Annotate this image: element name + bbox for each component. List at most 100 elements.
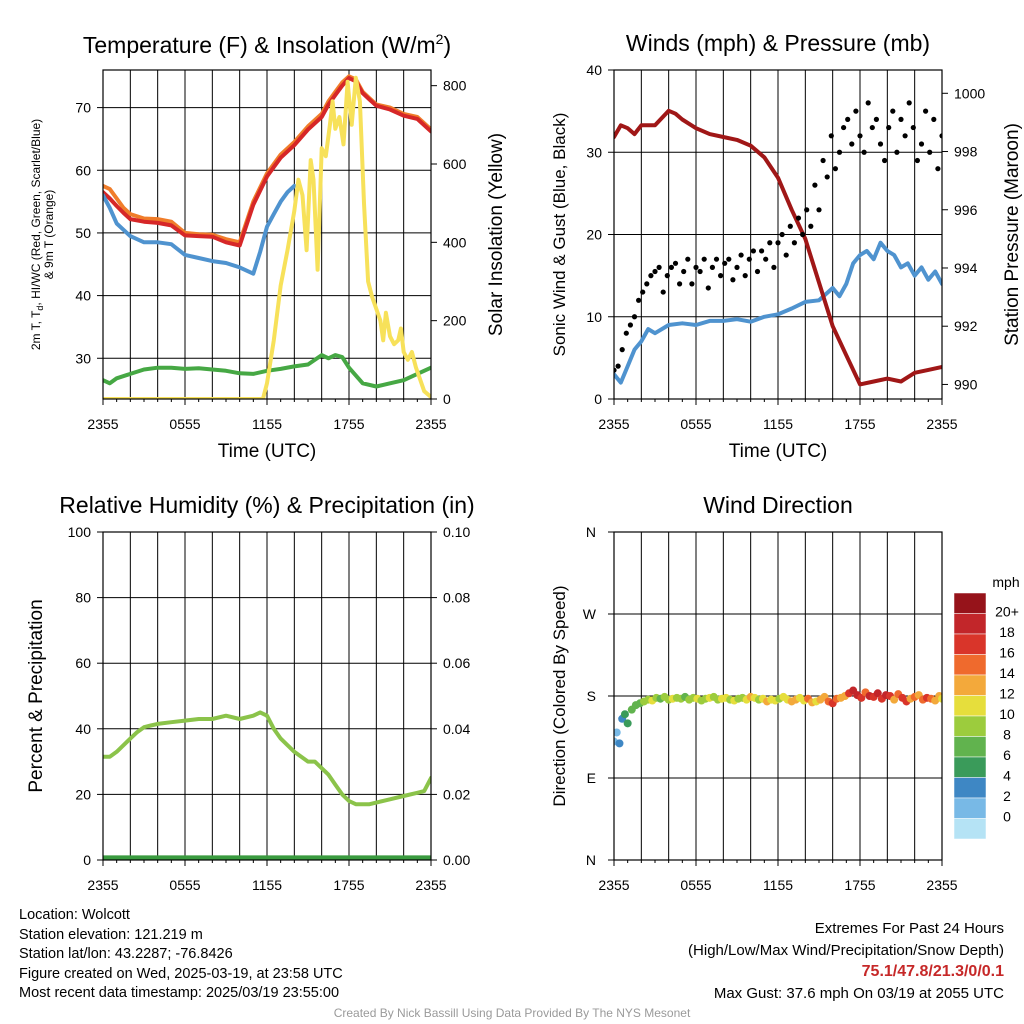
speed-legend-swatch	[953, 654, 987, 676]
x-tick-label: 2355	[926, 877, 957, 893]
x-tick-label: 1755	[844, 416, 875, 432]
y-tick-label: 0	[594, 391, 602, 407]
series-line-0	[103, 710, 431, 807]
x-tick-label: 2355	[415, 416, 446, 432]
gust-point	[886, 124, 892, 131]
y-tick-label: S	[587, 688, 596, 704]
gust-point	[722, 260, 728, 266]
direction-point	[938, 694, 942, 703]
gust-point	[693, 264, 699, 270]
gust-point	[882, 157, 888, 164]
y2-tick-label: 0.04	[443, 721, 470, 737]
gust-point	[713, 256, 720, 262]
y-axis-label-part: 2m T, T	[29, 310, 43, 350]
gust-point	[672, 260, 679, 266]
speed-legend-swatch	[953, 818, 987, 840]
series-line-4	[103, 75, 431, 399]
speed-legend-swatch	[953, 592, 987, 614]
speed-legend-swatch	[953, 613, 987, 635]
max-gust-text: Max Gust: 37.6 mph On 03/19 at 2055 UTC	[713, 984, 1004, 1002]
y-tick-label: 0	[83, 852, 91, 868]
x-tick-label: 0555	[169, 416, 200, 432]
speed-legend: mph 20+ 18 16 14 12 10 8 6 4 2 0	[953, 574, 1020, 840]
gust-point	[795, 215, 802, 221]
gust-point	[832, 166, 839, 172]
x-axis-label: Time (UTC)	[218, 441, 317, 462]
gust-point	[709, 264, 716, 270]
gust-point	[767, 240, 773, 246]
speed-legend-label: 18	[999, 624, 1015, 640]
speed-legend-swatch	[953, 633, 987, 655]
speed-legend-swatch	[953, 777, 987, 799]
y-axis-label: 2m T, Td, HI/WC (Red, Green, Scarlet/Blu…	[29, 119, 45, 350]
speed-legend-label: 2	[1003, 788, 1011, 804]
speed-legend-label: 4	[1003, 768, 1011, 784]
y-axis-label-subscript: d	[35, 306, 45, 311]
plot-frame	[102, 69, 432, 400]
gust-point	[910, 124, 916, 131]
x-axis-label: Time (UTC)	[729, 441, 828, 462]
gust-point	[906, 100, 912, 106]
y2-tick-label: 992	[954, 318, 978, 334]
direction-point	[615, 739, 624, 748]
direction-point	[873, 689, 882, 698]
plot-area	[103, 74, 431, 399]
y2-tick-label: 600	[443, 156, 467, 172]
y-tick-label: N	[586, 524, 596, 540]
panel-winds: Winds (mph) & Pressure (mb) 2355 0555 1155 1…	[550, 30, 1023, 462]
gust-point	[816, 207, 822, 213]
gust-point	[923, 108, 929, 114]
gust-point	[734, 264, 740, 270]
y-axis-label-line2: & 9m T (Orange)	[42, 190, 56, 280]
y-tick-label: 40	[586, 62, 602, 78]
gust-point	[857, 133, 863, 139]
gust-point	[763, 256, 769, 262]
recent-data-text: Most recent data timestamp: 2025/03/19 2…	[19, 985, 340, 1002]
gust-point	[726, 256, 732, 262]
gust-point	[820, 157, 826, 164]
x-tick-label: 0555	[169, 877, 200, 893]
gust-point	[614, 367, 617, 373]
x-tick-label: 2355	[598, 877, 629, 893]
gust-point	[824, 174, 830, 180]
y-axis-label: Direction (Colored By Speed)	[550, 585, 569, 806]
extremes-panel: Extremes For Past 24 Hours (High/Low/Max…	[688, 918, 1004, 1004]
speed-legend-swatch	[953, 756, 987, 778]
y-tick-label: 50	[75, 225, 91, 241]
gust-point	[931, 116, 937, 122]
x-tick-label: 2355	[598, 416, 629, 432]
y2-tick-label: 0	[443, 391, 451, 407]
gust-point	[746, 256, 752, 262]
created-text: Figure created on Wed, 2025-03-19, at 23…	[19, 965, 343, 982]
plot-frame	[613, 69, 943, 400]
x-tick-label: 2355	[87, 416, 118, 432]
speed-legend-label: 0	[1003, 809, 1011, 825]
gust-point	[836, 149, 843, 155]
gust-point	[742, 273, 748, 279]
y2-tick-label: 0.06	[443, 655, 470, 671]
gust-point	[640, 289, 646, 295]
speed-legend-swatch	[953, 736, 987, 758]
x-tick-label: 1155	[763, 877, 793, 893]
direction-point	[890, 695, 899, 704]
direction-point	[857, 693, 866, 702]
plot-frame	[613, 531, 943, 861]
y-tick-label: 30	[586, 144, 602, 160]
y-tick-label: 10	[586, 309, 602, 325]
y-axis-label: Percent & Precipitation	[26, 599, 47, 792]
chart-title: Temperature (F) & Insolation (W/m2)	[83, 31, 451, 58]
gust-point	[841, 124, 847, 131]
speed-legend-swatch	[953, 797, 987, 819]
gust-point	[677, 281, 683, 287]
gust-point	[775, 240, 781, 246]
y-tick-label: 60	[75, 655, 91, 671]
gust-point	[898, 116, 904, 122]
gust-point	[701, 256, 707, 262]
gust-point	[787, 223, 793, 229]
elevation-text: Station elevation: 121.219 m	[19, 926, 203, 943]
gust-point	[865, 100, 871, 106]
speed-legend-label: 6	[1003, 747, 1011, 763]
gust-point	[623, 330, 629, 336]
